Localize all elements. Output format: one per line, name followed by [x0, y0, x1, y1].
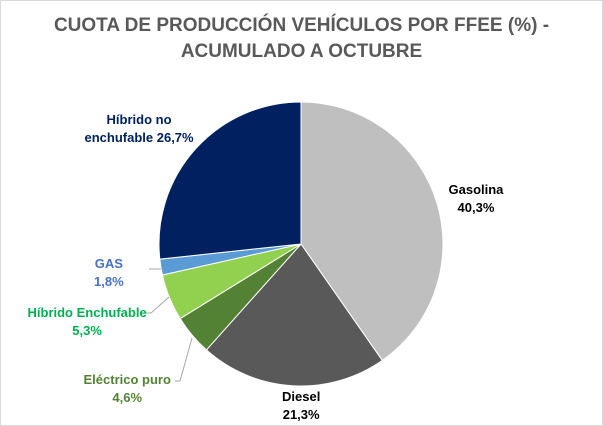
data-label-name: Híbrido no [106, 112, 172, 127]
slice-diesel [205, 243, 383, 387]
data-label-name: GAS [94, 256, 123, 271]
slice-gasolina [300, 101, 444, 362]
slice-h-brido-no-enchufable [158, 101, 302, 260]
data-label-value: enchufable 26,7% [84, 130, 194, 145]
data-label: Híbrido no enchufable 26,7% [85, 111, 194, 147]
data-label-value: 1,8% [94, 274, 124, 289]
data-label: GAS 1,8% [94, 255, 124, 291]
data-label: Híbrido Enchufable 5,3% [28, 304, 147, 340]
data-label-name: Híbrido Enchufable [27, 305, 147, 320]
data-label-value: 40,3% [457, 200, 495, 215]
data-label-value: 5,3% [72, 323, 102, 338]
chart-title-line2: ACUMULADO A OCTUBRE [180, 41, 423, 62]
leader-line [175, 337, 193, 382]
data-label: Diesel 21,3% [282, 388, 320, 424]
data-label-name: Diesel [282, 389, 321, 404]
data-label-value: 4,6% [112, 390, 143, 405]
data-label-name: Eléctrico puro [83, 372, 171, 387]
leader-line [141, 296, 170, 314]
data-label: Eléctrico puro 4,6% [84, 371, 171, 407]
data-label: Gasolina 40,3% [449, 181, 504, 217]
data-label-value: 21,3% [282, 407, 320, 422]
chart-title-line1: CUOTA DE PRODUCCIÓN VEHÍCULOS POR FFEE (… [53, 15, 550, 36]
data-label-name: Gasolina [448, 182, 504, 197]
